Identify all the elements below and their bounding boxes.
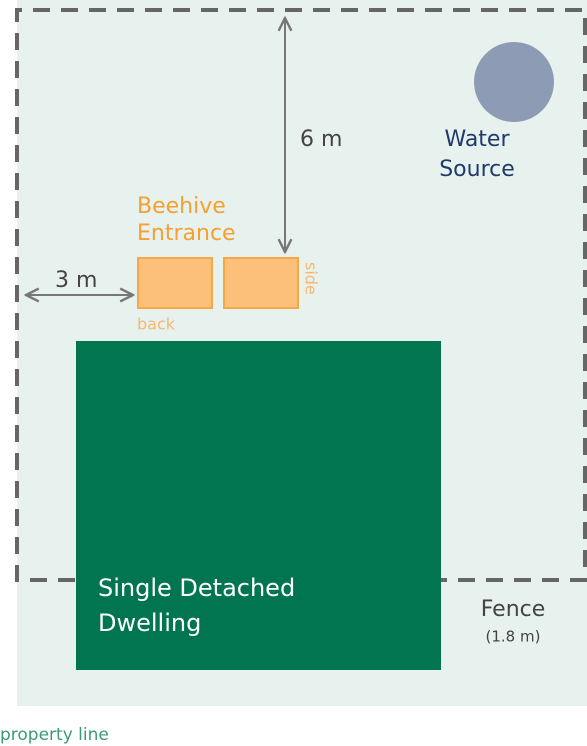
fence-height: (1.8 m) (486, 628, 541, 646)
beehive (137, 257, 213, 309)
beehive-label: Beehive (137, 194, 226, 219)
fence-line (15, 8, 587, 582)
beehive-label: Entrance (137, 221, 236, 246)
water-label: Source (439, 157, 515, 182)
water-source (474, 42, 554, 122)
water-label: Water (444, 127, 510, 152)
fence-label: Fence (481, 597, 546, 622)
distance-label: 3 m (55, 268, 97, 293)
side-label: side (302, 262, 321, 295)
dwelling-label: Dwelling (98, 609, 201, 637)
dwelling-label: Single Detached (98, 574, 295, 602)
property-line-label: property line (0, 725, 109, 745)
distance-label: 6 m (300, 127, 342, 152)
beehive (223, 257, 299, 309)
dwelling (76, 341, 441, 670)
back-label: back (137, 315, 176, 334)
